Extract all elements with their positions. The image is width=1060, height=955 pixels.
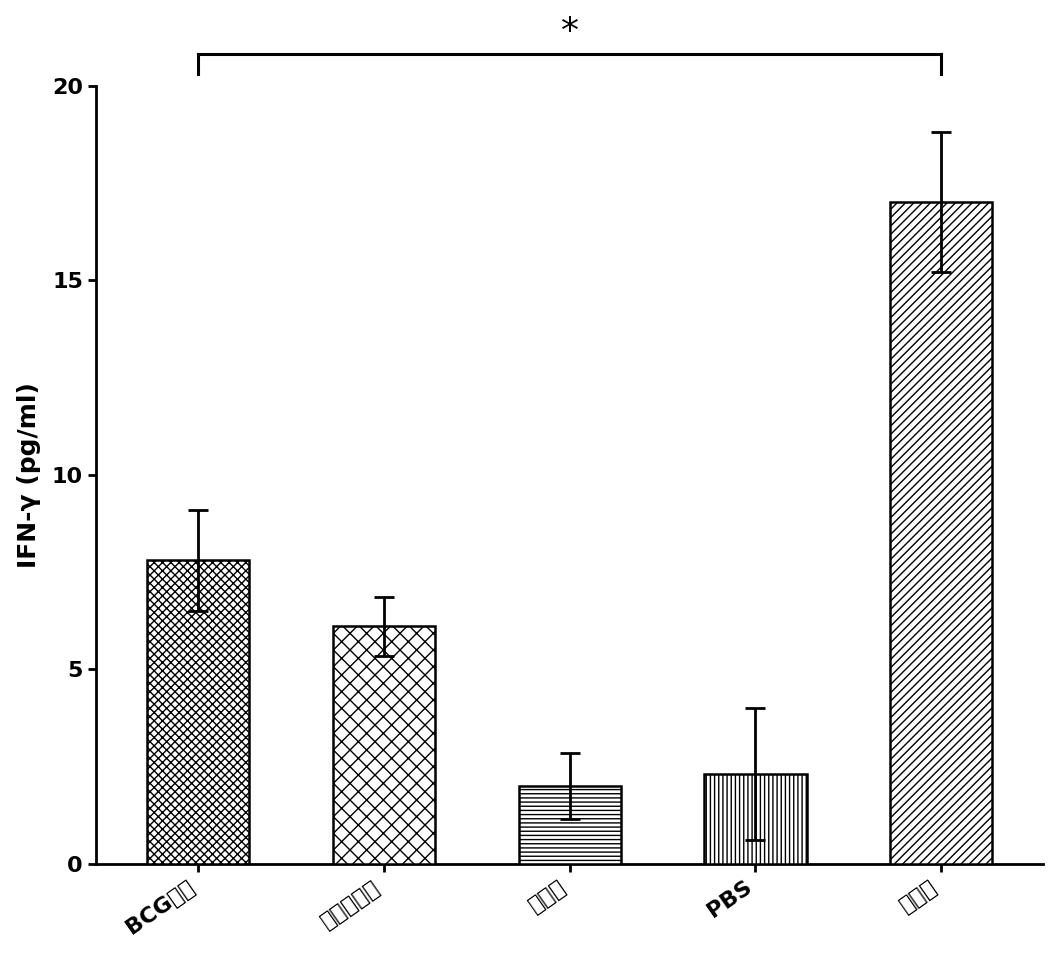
Bar bbox=[518, 786, 621, 864]
Bar bbox=[705, 775, 807, 864]
Text: *: * bbox=[561, 14, 579, 49]
Bar bbox=[890, 202, 992, 864]
Bar bbox=[147, 561, 249, 864]
Y-axis label: IFN-γ (pg/ml): IFN-γ (pg/ml) bbox=[17, 382, 40, 567]
Bar bbox=[333, 626, 435, 864]
